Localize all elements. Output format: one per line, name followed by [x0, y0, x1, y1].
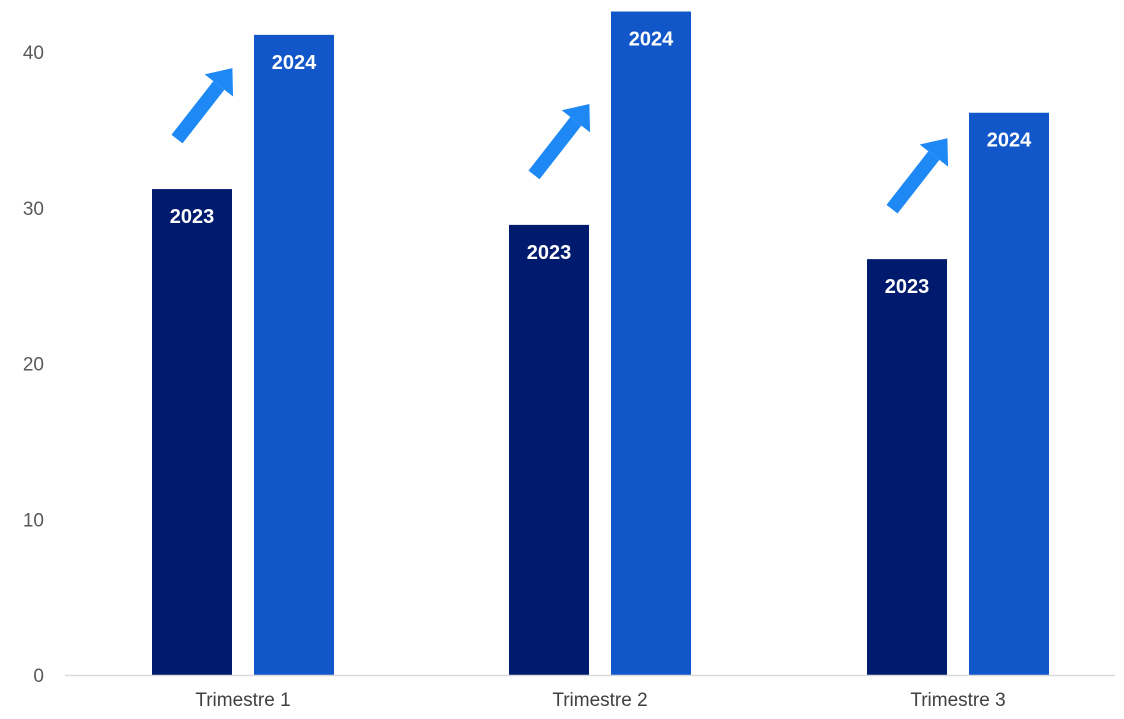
- bar-2023-1: [152, 189, 232, 675]
- y-tick-label-0: 0: [33, 666, 44, 687]
- y-tick-label-30: 30: [23, 199, 44, 220]
- arrow-head: [919, 138, 949, 167]
- arrow-up-right-icon: [528, 103, 591, 180]
- y-tick-label-10: 10: [23, 510, 44, 531]
- bar-label-2024-3: 2024: [987, 130, 1032, 152]
- bar-2023-3: [867, 259, 947, 675]
- arrow-shaft: [886, 151, 940, 214]
- x-category-label-3: Trimestre 3: [910, 690, 1005, 711]
- bar-2023-2: [509, 224, 589, 675]
- bar-label-2023-1: 2023: [170, 206, 215, 228]
- bar-2024-2: [611, 11, 691, 675]
- y-tick-label-20: 20: [23, 355, 44, 376]
- arrow-up-right-icon: [886, 138, 949, 214]
- x-category-label-2: Trimestre 2: [552, 690, 647, 711]
- arrow-head: [204, 68, 234, 97]
- arrow-up-right-icon: [171, 68, 234, 144]
- arrow-shaft: [528, 116, 582, 180]
- y-tick-label-40: 40: [23, 43, 44, 64]
- arrow-head: [561, 103, 591, 133]
- bar-label-2023-3: 2023: [885, 276, 930, 298]
- x-category-label-1: Trimestre 1: [195, 690, 290, 711]
- arrow-shaft: [171, 81, 225, 144]
- bar-2024-1: [254, 34, 334, 676]
- bar-label-2024-1: 2024: [272, 52, 317, 74]
- bar-label-2024-2: 2024: [629, 29, 674, 51]
- bar-label-2023-2: 2023: [527, 242, 572, 264]
- bar-2024-3: [969, 112, 1049, 676]
